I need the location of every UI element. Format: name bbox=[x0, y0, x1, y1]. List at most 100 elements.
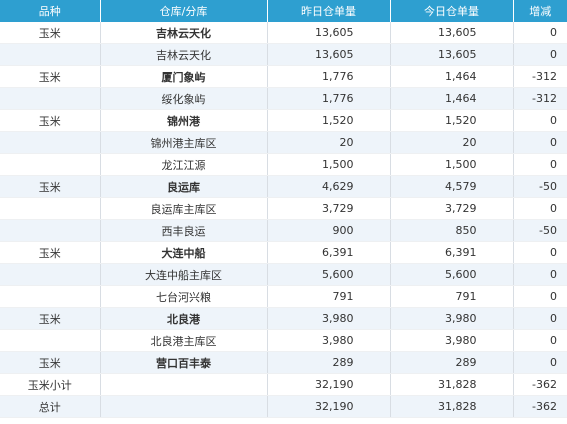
change-cell: 0 bbox=[513, 285, 567, 308]
table-row: 七台河兴粮 791 791 0 bbox=[0, 285, 567, 308]
change-cell: -312 bbox=[513, 87, 567, 110]
today-cell: 13,605 bbox=[390, 22, 514, 44]
category-cell: 玉米 bbox=[0, 65, 101, 88]
change-cell: -50 bbox=[513, 175, 567, 198]
category-cell bbox=[0, 87, 101, 110]
yesterday-cell: 20 bbox=[267, 131, 391, 154]
change-cell: 0 bbox=[513, 131, 567, 154]
today-cell: 5,600 bbox=[390, 263, 514, 286]
header-change: 增减 bbox=[513, 0, 567, 22]
warehouse-cell: 绥化象屿 bbox=[100, 87, 268, 110]
today-cell: 3,980 bbox=[390, 307, 514, 330]
change-cell: 0 bbox=[513, 241, 567, 264]
change-cell: 0 bbox=[513, 153, 567, 176]
category-cell: 玉米 bbox=[0, 241, 101, 264]
category-cell bbox=[0, 153, 101, 176]
category-cell bbox=[0, 131, 101, 154]
category-cell: 玉米 bbox=[0, 22, 101, 44]
yesterday-cell: 289 bbox=[267, 351, 391, 374]
today-cell: 20 bbox=[390, 131, 514, 154]
table-row: 玉米小计 32,190 31,828 -362 bbox=[0, 373, 567, 396]
today-cell: 4,579 bbox=[390, 175, 514, 198]
category-cell bbox=[0, 329, 101, 352]
warehouse-cell: 大连中船 bbox=[100, 241, 268, 264]
header-yesterday: 昨日仓单量 bbox=[267, 0, 391, 22]
change-cell: -50 bbox=[513, 219, 567, 242]
yesterday-cell: 32,190 bbox=[267, 395, 391, 418]
warehouse-cell: 锦州港 bbox=[100, 109, 268, 132]
yesterday-cell: 6,391 bbox=[267, 241, 391, 264]
warehouse-cell: 良运库 bbox=[100, 175, 268, 198]
table-row: 玉米 北良港 3,980 3,980 0 bbox=[0, 307, 567, 330]
change-cell: -362 bbox=[513, 395, 567, 418]
header-today: 今日仓单量 bbox=[390, 0, 514, 22]
today-cell: 1,520 bbox=[390, 109, 514, 132]
table-row: 玉米 厦门象屿 1,776 1,464 -312 bbox=[0, 65, 567, 88]
table-row: 北良港主库区 3,980 3,980 0 bbox=[0, 329, 567, 352]
yesterday-cell: 32,190 bbox=[267, 373, 391, 396]
change-cell: 0 bbox=[513, 351, 567, 374]
table-row: 锦州港主库区 20 20 0 bbox=[0, 131, 567, 154]
category-cell: 玉米 bbox=[0, 351, 101, 374]
category-cell: 玉米 bbox=[0, 175, 101, 198]
change-cell: 0 bbox=[513, 43, 567, 66]
today-cell: 1,464 bbox=[390, 65, 514, 88]
yesterday-cell: 3,980 bbox=[267, 307, 391, 330]
header-category: 品种 bbox=[0, 0, 101, 22]
warehouse-cell: 龙江江源 bbox=[100, 153, 268, 176]
change-cell: 0 bbox=[513, 22, 567, 44]
table-header-row: 品种 仓库/分库 昨日仓单量 今日仓单量 增减 bbox=[0, 0, 567, 22]
change-cell: -312 bbox=[513, 65, 567, 88]
change-cell: 0 bbox=[513, 197, 567, 220]
table-row: 玉米 吉林云天化 13,605 13,605 0 bbox=[0, 22, 567, 44]
today-cell: 3,729 bbox=[390, 197, 514, 220]
yesterday-cell: 3,729 bbox=[267, 197, 391, 220]
header-warehouse: 仓库/分库 bbox=[100, 0, 268, 22]
category-cell bbox=[0, 285, 101, 308]
yesterday-cell: 791 bbox=[267, 285, 391, 308]
table-row: 西丰良运 900 850 -50 bbox=[0, 219, 567, 242]
table-row: 龙江江源 1,500 1,500 0 bbox=[0, 153, 567, 176]
warehouse-cell: 营口百丰泰 bbox=[100, 351, 268, 374]
yesterday-cell: 1,776 bbox=[267, 65, 391, 88]
yesterday-cell: 13,605 bbox=[267, 22, 391, 44]
table-row: 绥化象屿 1,776 1,464 -312 bbox=[0, 87, 567, 110]
today-cell: 31,828 bbox=[390, 395, 514, 418]
table-row: 总计 32,190 31,828 -362 bbox=[0, 395, 567, 418]
today-cell: 1,500 bbox=[390, 153, 514, 176]
today-cell: 6,391 bbox=[390, 241, 514, 264]
table-row: 大连中船主库区 5,600 5,600 0 bbox=[0, 263, 567, 286]
table-row: 良运库主库区 3,729 3,729 0 bbox=[0, 197, 567, 220]
category-cell bbox=[0, 43, 101, 66]
today-cell: 13,605 bbox=[390, 43, 514, 66]
today-cell: 850 bbox=[390, 219, 514, 242]
warehouse-cell: 吉林云天化 bbox=[100, 22, 268, 44]
warehouse-cell: 西丰良运 bbox=[100, 219, 268, 242]
table-row: 玉米 营口百丰泰 289 289 0 bbox=[0, 351, 567, 374]
change-cell: -362 bbox=[513, 373, 567, 396]
table-row: 玉米 大连中船 6,391 6,391 0 bbox=[0, 241, 567, 264]
today-cell: 791 bbox=[390, 285, 514, 308]
yesterday-cell: 5,600 bbox=[267, 263, 391, 286]
warehouse-cell: 北良港主库区 bbox=[100, 329, 268, 352]
category-cell bbox=[0, 219, 101, 242]
yesterday-cell: 3,980 bbox=[267, 329, 391, 352]
today-cell: 3,980 bbox=[390, 329, 514, 352]
warehouse-cell: 大连中船主库区 bbox=[100, 263, 268, 286]
today-cell: 31,828 bbox=[390, 373, 514, 396]
change-cell: 0 bbox=[513, 109, 567, 132]
yesterday-cell: 900 bbox=[267, 219, 391, 242]
warehouse-cell bbox=[100, 373, 268, 396]
today-cell: 289 bbox=[390, 351, 514, 374]
warehouse-cell: 吉林云天化 bbox=[100, 43, 268, 66]
category-cell: 玉米 bbox=[0, 109, 101, 132]
warehouse-cell: 厦门象屿 bbox=[100, 65, 268, 88]
warehouse-cell: 北良港 bbox=[100, 307, 268, 330]
yesterday-cell: 1,500 bbox=[267, 153, 391, 176]
category-cell: 玉米 bbox=[0, 307, 101, 330]
warehouse-cell: 七台河兴粮 bbox=[100, 285, 268, 308]
yesterday-cell: 13,605 bbox=[267, 43, 391, 66]
category-cell bbox=[0, 263, 101, 286]
warehouse-cell: 良运库主库区 bbox=[100, 197, 268, 220]
